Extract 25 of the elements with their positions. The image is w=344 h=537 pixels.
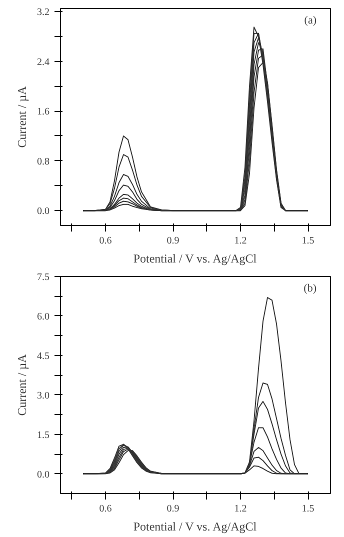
- y-tick-label: 7.5: [37, 272, 50, 283]
- x-tick-label: 1.5: [302, 236, 314, 246]
- x-axis-title: Potential / V vs. Ag/AgCl: [133, 252, 258, 266]
- x-tick-label: 1.5: [302, 504, 314, 514]
- y-tick-label: 0.8: [37, 156, 50, 168]
- y-tick-label: 2.4: [37, 56, 50, 68]
- x-tick-label: 0.9: [166, 236, 180, 246]
- y-tick-label: 3.2: [37, 7, 50, 18]
- annotation: (b): [304, 282, 317, 294]
- y-tick-label: 1.5: [37, 430, 50, 441]
- y-tick-label: 4.5: [37, 350, 50, 362]
- y-axis-title: Current / µA: [15, 354, 29, 416]
- y-tick-label: 0.0: [37, 469, 50, 480]
- x-tick-label: 0.9: [166, 504, 180, 514]
- y-tick-label: 0.0: [37, 206, 50, 218]
- x-axis-title: Potential / V vs. Ag/AgCl: [133, 520, 258, 534]
- x-tick-label: 1.2: [234, 504, 247, 514]
- y-tick-label: 6.0: [37, 311, 50, 322]
- y-axis-title: Current / µA: [15, 86, 29, 148]
- y-tick-label: 3.0: [37, 390, 50, 402]
- x-tick-label: 1.2: [234, 236, 247, 246]
- x-tick-label: 0.6: [99, 504, 112, 514]
- annotation: (a): [304, 14, 317, 26]
- y-tick-label: 1.6: [37, 106, 50, 118]
- x-tick-label: 0.6: [99, 236, 112, 246]
